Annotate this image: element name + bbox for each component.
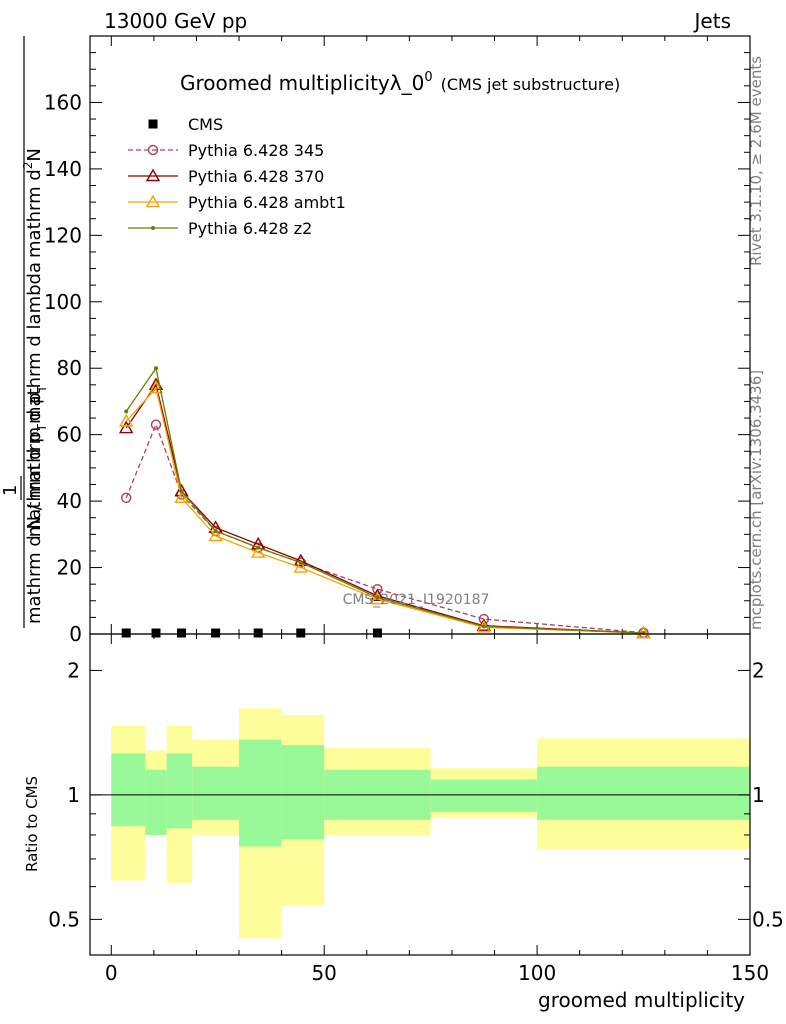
data-point [177,628,187,638]
y-tick-label: 80 [57,356,82,380]
ratio-y-tick-label-right: 0.5 [752,907,784,931]
data-point [370,588,385,601]
ratio-y-tick-label-right: 1 [752,783,765,807]
x-tick-label: 150 [731,961,769,985]
data-point [253,628,263,638]
data-point [211,628,221,638]
data-point [298,560,303,565]
main-y-axis-label: mathrm d2N mathrm d pTmathrm d lambda 1 … [0,36,49,628]
y-tick-label: 100 [44,290,82,314]
data-point [250,545,266,558]
svg-text:1: 1 [0,485,21,496]
data-point [372,628,382,638]
ratio-inner-band [192,766,240,820]
data-point [145,168,161,182]
ratio-panel: 0 50 100 150 0.5 0.5 1 1 2 2 [48,633,784,985]
plot-title: Groomed multiplicityλ_00 (CMS jet substru… [180,70,620,95]
data-point [124,409,129,414]
data-point [208,528,223,542]
legend-label: Pythia 6.428 370 [188,167,324,186]
y-tick-label: 60 [57,423,82,447]
data-point [174,490,189,503]
y-tick-label: 120 [44,223,82,247]
series-line [125,386,644,634]
svg-text:mathrm d2N: mathrm d2N [21,148,45,258]
legend-item: CMS [148,115,223,134]
data-point [148,119,158,129]
data-point [296,628,306,638]
data-point [151,628,161,638]
svg-text:mathrm d pTmathrm d lambda: mathrm d pTmathrm d lambda [24,262,49,537]
data-point [147,144,159,156]
data-point [256,545,261,550]
data-point [145,194,161,208]
legend: CMS Pythia 6.428 345 Pythia 6.428 370 Pythi… [128,115,346,238]
data-point [118,413,134,427]
data-point [150,419,162,430]
data-point [179,489,184,494]
legend-item: Pythia 6.428 z2 [128,219,312,238]
y-tick-label: 20 [57,556,82,580]
legend-label: CMS [188,115,223,134]
data-point [120,492,132,503]
ratio-y-tick-label: 0.5 [48,907,80,931]
collision-label: 13000 GeV pp [104,9,247,33]
ratio-inner-band [166,753,193,829]
x-tick-label: 50 [311,961,336,985]
data-point [375,595,380,600]
mcplots-label: mcplots.cern.ch [arXiv:1306.3436] [747,370,765,630]
legend-label: Pythia 6.428 345 [188,141,324,160]
data-point [154,366,158,371]
ratio-inner-band [145,769,167,835]
svg-text:mathrm d N / mathrm d pT: mathrm d N / mathrm d pT [24,385,49,624]
ratio-inner-band [281,745,325,840]
series-line [125,383,644,634]
rivet-label: Rivet 3.1.10, ≥ 2.6M events [747,56,765,266]
ratio-y-tick-label: 2 [67,658,80,682]
x-tick-label: 100 [518,961,556,985]
legend-item: Pythia 6.428 345 [128,141,324,160]
y-tick-label: 140 [44,157,82,181]
data-point [118,420,134,434]
series-cms [121,628,382,638]
legend-label: Pythia 6.428 z2 [188,219,312,238]
ratio-inner-band [430,779,538,812]
data-point [151,226,155,230]
legend-label: Pythia 6.428 ambt1 [188,193,346,212]
data-point [293,553,308,567]
process-label: Jets [693,9,731,33]
series-pythia-6-428-z2 [124,366,646,636]
data-point [148,380,164,394]
ratio-y-axis-label: Ratio to CMS [23,776,41,872]
ratio-inner-band [239,739,282,847]
y-tick-label: 0 [69,622,82,646]
y-tick-label: 160 [44,90,82,114]
data-point [293,560,308,573]
legend-item: Pythia 6.428 ambt1 [128,193,346,212]
ratio-y-tick-label: 1 [67,783,80,807]
data-point [121,628,131,638]
ratio-inner-band [537,766,750,820]
legend-item: Pythia 6.428 370 [128,167,324,186]
data-point [213,529,218,534]
x-tick-label: 0 [105,961,118,985]
y-tick-label: 40 [57,489,82,513]
x-axis-label: groomed multiplicity [538,988,745,1012]
data-point [481,624,486,629]
ratio-y-tick-label-right: 2 [752,658,765,682]
data-point [478,613,490,625]
ratio-inner-band [111,753,146,827]
watermark: CMS_2021_I1920187 [343,592,490,608]
